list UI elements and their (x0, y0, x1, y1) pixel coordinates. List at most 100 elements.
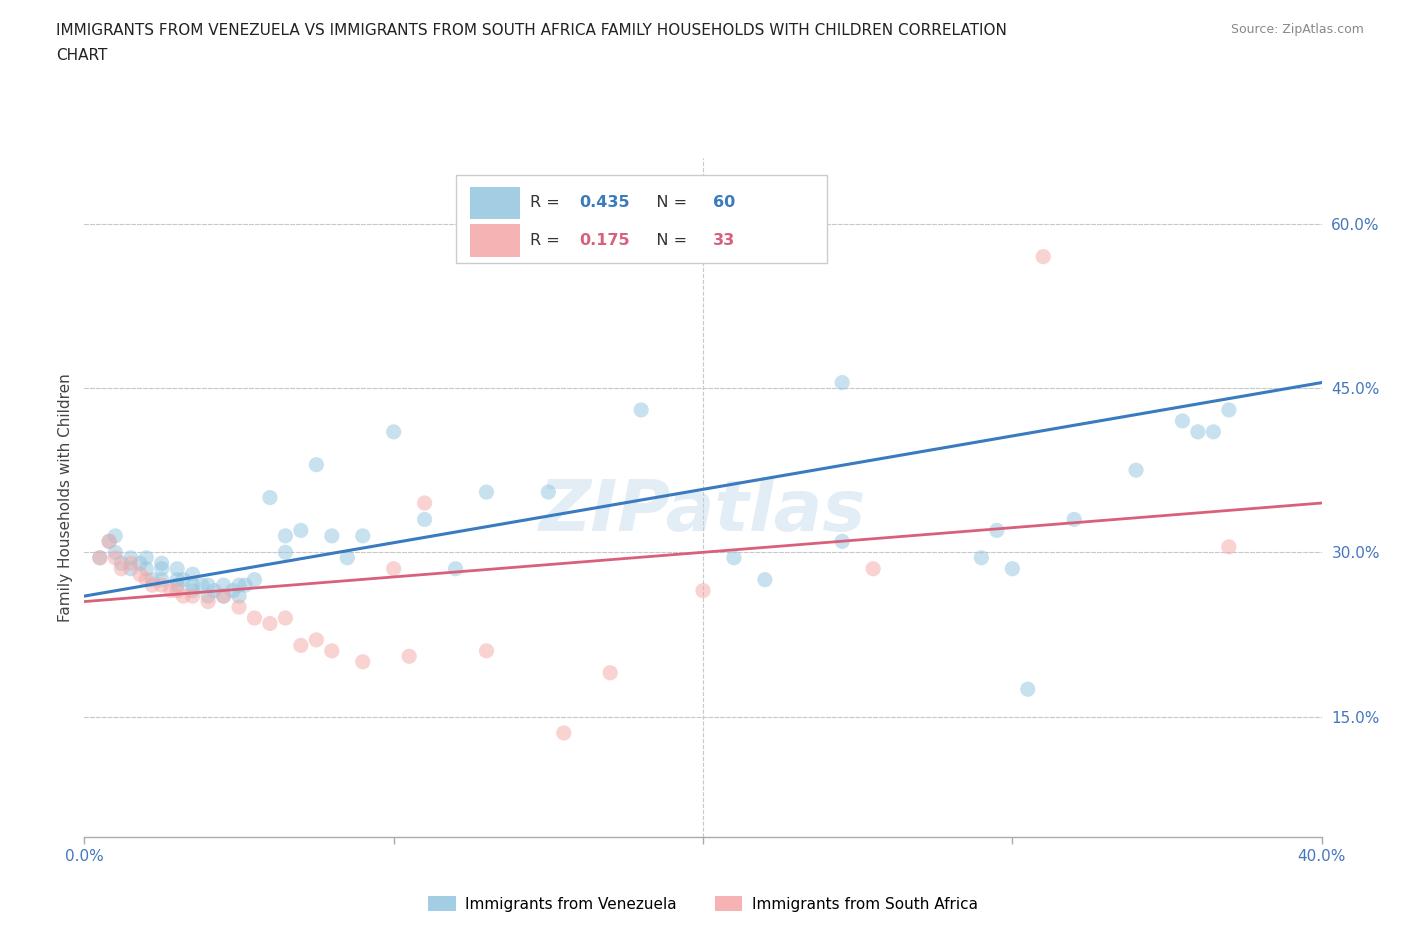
Point (181, 583, 204, 598)
Text: 0.435: 0.435 (579, 195, 630, 210)
Point (290, 638, 312, 653)
Point (120, 556, 142, 571)
Point (1001, 562, 1024, 577)
Point (382, 562, 405, 577)
Point (398, 649, 420, 664)
Point (233, 578, 256, 592)
Point (831, 375, 853, 390)
Point (274, 611, 297, 626)
Y-axis label: Family Households with Children: Family Households with Children (58, 373, 73, 622)
Point (135, 562, 157, 577)
Point (1063, 512, 1085, 527)
Point (475, 485, 498, 499)
Point (98, 534, 121, 549)
Point (599, 665, 621, 680)
Point (305, 458, 328, 472)
Text: N =: N = (641, 232, 692, 247)
Point (553, 725, 575, 740)
Point (321, 528, 343, 543)
Point (150, 572, 173, 587)
Point (243, 572, 266, 587)
Point (1218, 539, 1240, 554)
Point (166, 572, 188, 587)
Point (970, 551, 993, 565)
Point (104, 528, 127, 543)
Point (129, 566, 152, 581)
Text: N =: N = (641, 195, 692, 210)
Point (1125, 463, 1147, 478)
Point (274, 528, 297, 543)
Point (135, 572, 157, 587)
Point (212, 578, 235, 592)
Point (259, 616, 281, 631)
FancyBboxPatch shape (471, 224, 520, 257)
Point (129, 556, 152, 571)
Point (321, 644, 343, 658)
FancyBboxPatch shape (456, 175, 827, 263)
Text: 33: 33 (713, 232, 735, 247)
Point (290, 523, 312, 538)
Text: Source: ZipAtlas.com: Source: ZipAtlas.com (1230, 23, 1364, 36)
Point (181, 578, 204, 592)
Point (413, 496, 436, 511)
Point (166, 578, 188, 592)
Point (228, 578, 250, 592)
Point (110, 556, 132, 571)
Point (160, 583, 183, 598)
Point (141, 572, 163, 587)
Point (228, 600, 250, 615)
Point (1017, 682, 1039, 697)
Point (197, 594, 219, 609)
Point (382, 424, 405, 439)
Point (274, 545, 297, 560)
Point (172, 589, 194, 604)
Point (831, 534, 853, 549)
Point (537, 485, 560, 499)
Point (475, 644, 498, 658)
Point (150, 578, 173, 592)
Point (104, 545, 127, 560)
Point (212, 589, 235, 604)
Point (228, 589, 250, 604)
Text: R =: R = (530, 195, 565, 210)
Point (197, 589, 219, 604)
Point (120, 562, 142, 577)
Point (305, 632, 328, 647)
Point (1187, 424, 1209, 439)
Point (413, 512, 436, 527)
Point (181, 589, 204, 604)
Point (862, 562, 884, 577)
Point (986, 523, 1008, 538)
Point (1218, 403, 1240, 418)
Point (98, 534, 121, 549)
Point (150, 562, 173, 577)
Point (222, 583, 245, 598)
Point (723, 551, 745, 565)
Point (197, 578, 219, 592)
Point (1171, 414, 1194, 429)
Point (1202, 424, 1225, 439)
Text: R =: R = (530, 232, 565, 247)
Point (352, 655, 374, 670)
Text: ZIPatlas: ZIPatlas (540, 477, 866, 546)
FancyBboxPatch shape (471, 187, 520, 219)
Point (135, 551, 157, 565)
Point (352, 528, 374, 543)
Point (1032, 249, 1054, 264)
Point (444, 562, 467, 577)
Point (212, 589, 235, 604)
Text: 0.175: 0.175 (579, 232, 630, 247)
Point (166, 562, 188, 577)
Point (692, 583, 714, 598)
Point (110, 562, 132, 577)
Point (150, 556, 173, 571)
Point (181, 566, 204, 581)
Point (754, 572, 776, 587)
Point (166, 583, 188, 598)
Point (202, 583, 225, 598)
Point (630, 403, 652, 418)
Point (120, 551, 142, 565)
Point (243, 611, 266, 626)
Point (172, 572, 194, 587)
Text: CHART: CHART (56, 48, 108, 63)
